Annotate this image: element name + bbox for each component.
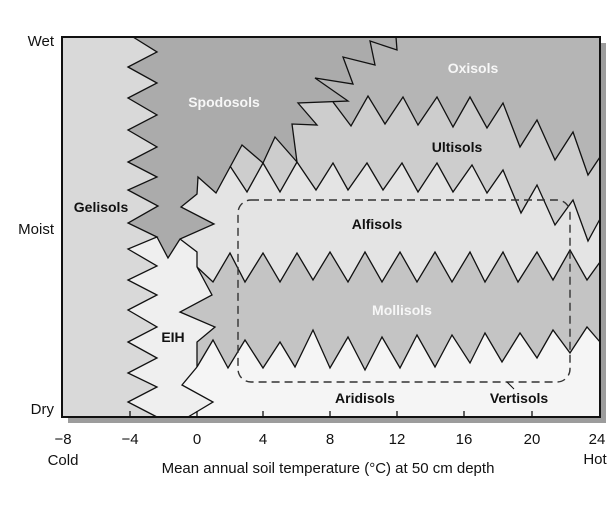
y-label-moist: Moist [18, 221, 55, 238]
label-ultisols: Ultisols [432, 139, 483, 155]
label-gelisols: Gelisols [74, 199, 129, 215]
x-tick-label: 24 [589, 431, 606, 448]
label-oxisols: Oxisols [448, 60, 499, 76]
y-label-dry: Dry [31, 401, 55, 418]
region-aridisols [182, 327, 600, 417]
x-tick-label: −4 [121, 431, 138, 448]
region-eih [128, 237, 215, 417]
x-label-cold: Cold [48, 452, 79, 469]
boundary-mollisols-lower [196, 325, 601, 372]
vertisols-leader-line [506, 381, 515, 390]
label-eih: EIH [161, 329, 184, 345]
x-tick-label: 8 [326, 431, 334, 448]
x-tick-label: 12 [389, 431, 406, 448]
x-tick-label: −8 [54, 431, 71, 448]
region-ultisols [200, 96, 600, 241]
boundary-eih-aridisols [180, 366, 215, 418]
x-tick-label: 16 [456, 431, 473, 448]
boundary-mollisols-left [178, 266, 217, 367]
x-tick-label: 4 [259, 431, 267, 448]
label-aridisols: Aridisols [335, 390, 395, 406]
plot-frame [61, 36, 601, 418]
region-mollisols [180, 250, 600, 370]
x-axis-title: Mean annual soil temperature (°C) at 50 … [162, 460, 495, 477]
boundary-eih-alfisols [179, 238, 198, 267]
label-alfisols: Alfisols [352, 216, 403, 232]
region-spodosols [128, 37, 397, 258]
vertisols-dashed-zone [237, 199, 571, 383]
boundary-ultisols-alfisols [229, 160, 601, 243]
label-spodosols: Spodosols [188, 94, 260, 110]
label-vertisols: Vertisols [490, 390, 549, 406]
boundary-mollisols-upper [196, 248, 601, 284]
boundary-gelisols [126, 36, 160, 418]
y-label-wet: Wet [28, 33, 55, 50]
x-tick-label: 0 [193, 431, 201, 448]
x-label-hot: Hot [583, 451, 607, 468]
boundary-oxisols-ultisols [332, 94, 601, 177]
x-axis-ticks [129, 411, 533, 417]
x-tick-label: 20 [524, 431, 541, 448]
label-mollisols: Mollisols [372, 302, 432, 318]
